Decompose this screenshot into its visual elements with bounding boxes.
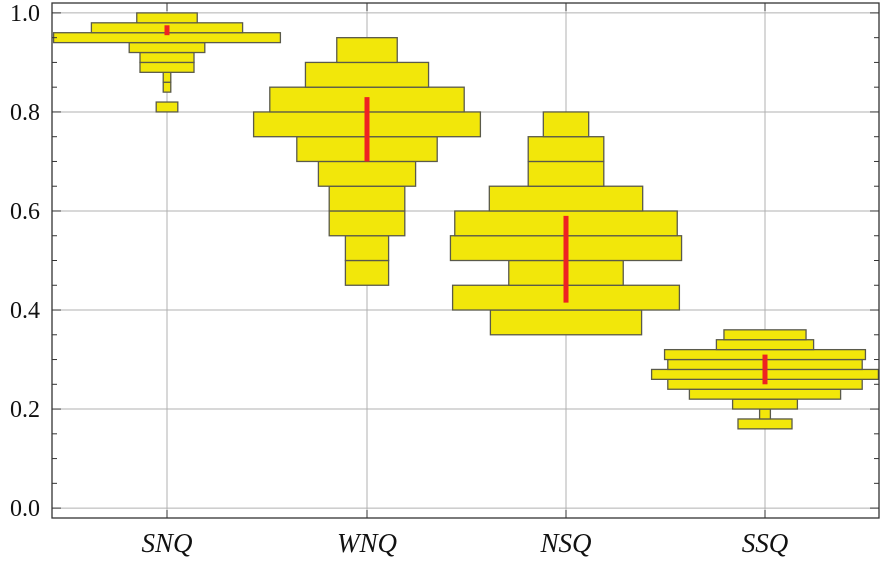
histogram-bar bbox=[304, 61, 430, 88]
histogram-bar bbox=[758, 408, 772, 420]
histogram-bar bbox=[139, 61, 195, 73]
histogram-bar bbox=[128, 41, 206, 54]
histogram-bar bbox=[527, 136, 605, 163]
y-tick-label: 0.2 bbox=[10, 397, 40, 423]
y-tick-label: 0.6 bbox=[10, 199, 40, 225]
x-category-label: SSQ bbox=[742, 528, 789, 558]
histogram-bar bbox=[723, 329, 807, 341]
histogram-bar bbox=[715, 339, 815, 351]
x-category-labels: SNQ WNQ NSQ SSQ bbox=[141, 528, 788, 558]
x-category-label: WNQ bbox=[337, 528, 397, 558]
y-tick-label: 0.0 bbox=[10, 496, 40, 522]
histogram-bar bbox=[328, 210, 406, 237]
histogram-bar bbox=[489, 309, 643, 336]
histogram-bar bbox=[488, 185, 644, 212]
histogram-bar bbox=[317, 160, 417, 187]
x-category-label: NSQ bbox=[539, 528, 591, 558]
histogram-bar bbox=[344, 259, 390, 286]
histogram-bar bbox=[328, 185, 406, 212]
histogram-bar bbox=[139, 51, 195, 64]
x-category-label: SNQ bbox=[141, 528, 192, 558]
y-tick-label: 1.0 bbox=[10, 1, 40, 27]
y-tick-label: 0.4 bbox=[10, 298, 40, 324]
histogram-bar bbox=[162, 71, 172, 83]
histogram-bar bbox=[344, 235, 390, 262]
histogram-bars bbox=[52, 12, 880, 430]
histogram-bar bbox=[155, 101, 179, 113]
histogram-bar bbox=[731, 398, 799, 410]
histogram-bar bbox=[542, 111, 590, 138]
tick-marks bbox=[52, 3, 879, 518]
y-tick-labels: 0.0 0.2 0.4 0.6 0.8 1.0 bbox=[10, 1, 40, 522]
histogram-bar bbox=[162, 81, 172, 93]
histogram-bar bbox=[336, 37, 398, 64]
histogram-bar bbox=[688, 388, 842, 400]
histogram-bar bbox=[527, 160, 605, 187]
y-tick-label: 0.8 bbox=[10, 100, 40, 126]
histogram-bar bbox=[136, 12, 198, 24]
range-markers bbox=[164, 25, 768, 385]
histogram-bar bbox=[737, 418, 793, 430]
